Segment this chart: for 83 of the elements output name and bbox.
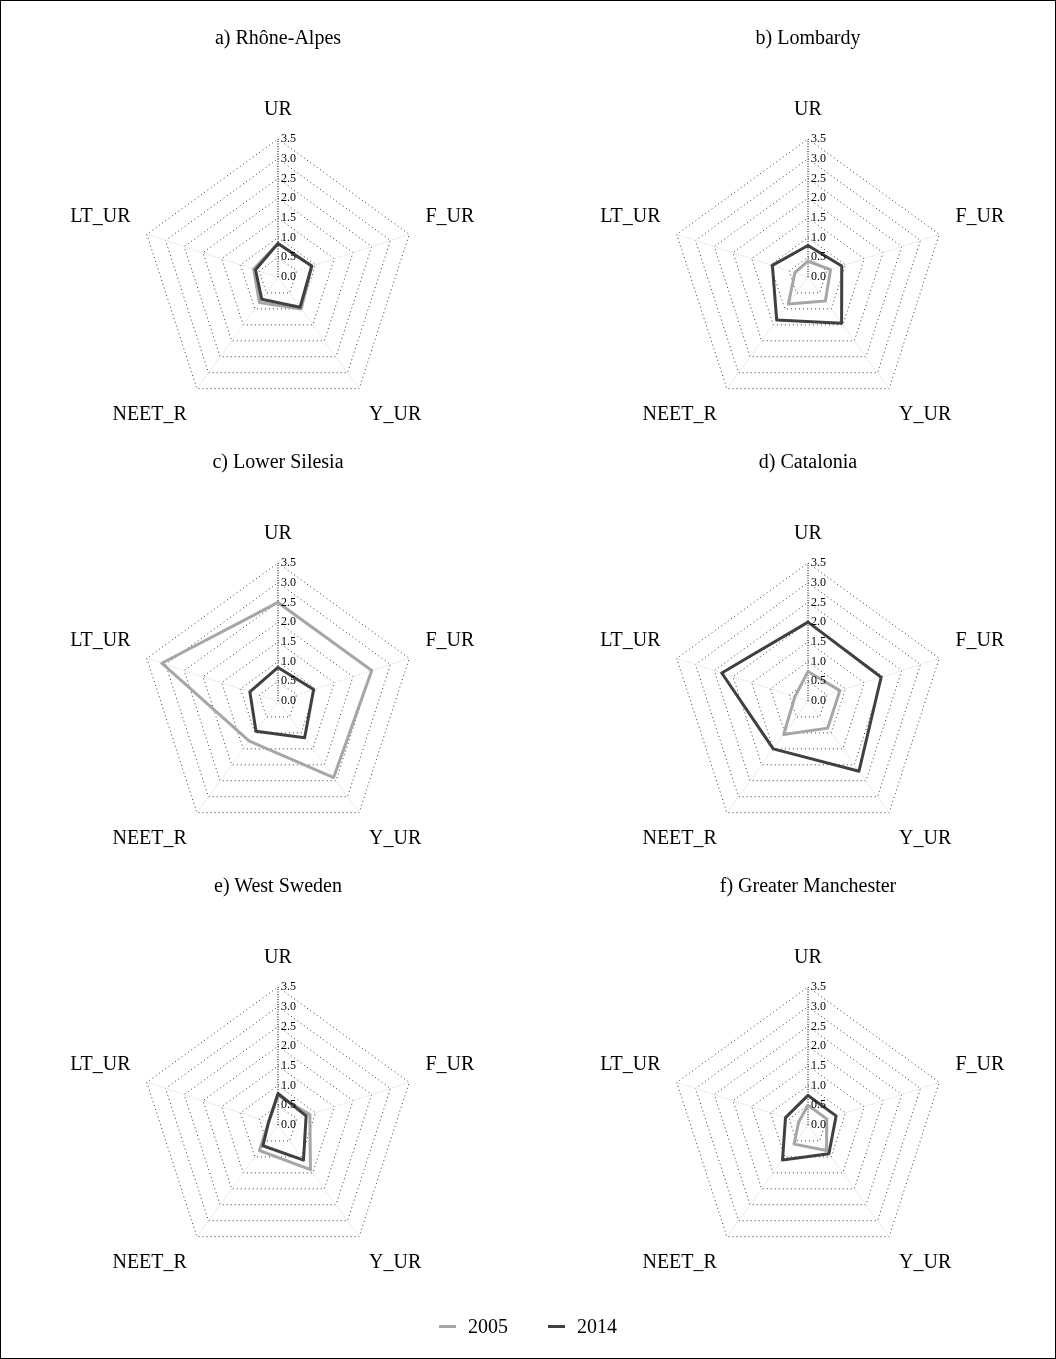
- spoke-label: F_UR: [955, 1052, 1005, 1075]
- y-tick-label: 3.0: [281, 998, 296, 1013]
- y-tick-label: 1.0: [281, 229, 296, 244]
- spoke-label: Y_UR: [899, 1249, 952, 1272]
- spoke-label: Y_UR: [369, 401, 422, 424]
- spoke-label: Y_UR: [899, 825, 952, 848]
- spoke-label: NEET_R: [642, 1249, 718, 1272]
- legend-label: 2005: [468, 1314, 508, 1338]
- spoke-label: Y_UR: [369, 1249, 422, 1272]
- spoke-label: F_UR: [425, 204, 475, 227]
- y-tick-label: 3.5: [811, 979, 826, 994]
- y-tick-label: 1.5: [281, 1058, 296, 1073]
- spoke-label: F_UR: [425, 628, 475, 651]
- y-tick-label: 2.0: [281, 1038, 296, 1053]
- y-tick-label: 3.5: [811, 131, 826, 146]
- y-tick-label: 1.0: [811, 1077, 826, 1092]
- y-tick-label: 1.0: [281, 653, 296, 668]
- spoke-label: LT_UR: [600, 1052, 662, 1075]
- y-tick-label: 0.0: [811, 1117, 826, 1132]
- y-tick-label: 1.0: [281, 1077, 296, 1092]
- y-tick-label: 3.5: [811, 555, 826, 570]
- y-tick-label: 0.0: [811, 269, 826, 284]
- y-tick-label: 2.5: [811, 170, 826, 185]
- y-tick-label: 0.0: [281, 693, 296, 708]
- y-tick-label: 3.5: [281, 555, 296, 570]
- spoke-label: F_UR: [955, 628, 1005, 651]
- y-tick-label: 3.0: [811, 574, 826, 589]
- y-tick-label: 2.0: [281, 190, 296, 205]
- spoke-label: NEET_R: [112, 825, 188, 848]
- spoke-label: LT_UR: [70, 628, 132, 651]
- spoke-label: NEET_R: [112, 401, 188, 424]
- y-tick-label: 2.0: [811, 1038, 826, 1053]
- y-tick-label: 2.5: [281, 594, 296, 609]
- chart-title: c) Lower Silesia: [212, 450, 344, 474]
- spoke-label: UR: [264, 945, 293, 968]
- spoke-label: UR: [794, 521, 823, 544]
- y-tick-label: 2.5: [811, 594, 826, 609]
- spoke-label: NEET_R: [642, 401, 718, 424]
- y-tick-label: 0.5: [811, 673, 826, 688]
- spoke-label: NEET_R: [112, 1249, 188, 1272]
- y-tick-label: 2.5: [281, 170, 296, 185]
- y-tick-label: 3.0: [811, 150, 826, 165]
- y-tick-label: 1.5: [811, 1058, 826, 1073]
- y-tick-label: 1.5: [281, 210, 296, 225]
- spoke-label: F_UR: [425, 1052, 475, 1075]
- y-tick-label: 2.0: [281, 614, 296, 629]
- spoke-label: NEET_R: [642, 825, 718, 848]
- chart-title: a) Rhône-Alpes: [214, 26, 342, 50]
- spoke-label: LT_UR: [70, 1052, 132, 1075]
- y-tick-label: 3.0: [811, 998, 826, 1013]
- y-tick-label: 2.0: [811, 190, 826, 205]
- y-tick-label: 0.0: [281, 1117, 296, 1132]
- y-tick-label: 0.5: [281, 249, 296, 264]
- y-tick-label: 1.0: [811, 229, 826, 244]
- spoke-label: UR: [794, 945, 823, 968]
- chart-title: d) Catalonia: [758, 450, 858, 474]
- y-tick-label: 0.5: [281, 673, 296, 688]
- chart-title: f) Greater Manchester: [719, 874, 897, 898]
- y-tick-label: 1.5: [811, 634, 826, 649]
- spoke-label: Y_UR: [369, 825, 422, 848]
- spoke-label: UR: [264, 521, 293, 544]
- y-tick-label: 3.5: [281, 979, 296, 994]
- y-tick-label: 3.5: [281, 131, 296, 146]
- spoke-label: F_UR: [955, 204, 1005, 227]
- y-tick-label: 0.0: [281, 269, 296, 284]
- chart-title: b) Lombardy: [755, 26, 861, 50]
- y-tick-label: 3.0: [281, 150, 296, 165]
- spoke-label: UR: [794, 97, 823, 120]
- y-tick-label: 1.5: [281, 634, 296, 649]
- spoke-label: LT_UR: [600, 628, 662, 651]
- y-tick-label: 0.0: [811, 693, 826, 708]
- y-tick-label: 2.0: [811, 614, 826, 629]
- y-tick-label: 3.0: [281, 574, 296, 589]
- spoke-label: LT_UR: [600, 204, 662, 227]
- y-tick-label: 2.5: [281, 1018, 296, 1033]
- y-tick-label: 1.0: [811, 653, 826, 668]
- spoke-label: LT_UR: [70, 204, 132, 227]
- y-tick-label: 1.5: [811, 210, 826, 225]
- chart-title: e) West Sweden: [214, 874, 342, 898]
- y-tick-label: 2.5: [811, 1018, 826, 1033]
- spoke-label: Y_UR: [899, 401, 952, 424]
- legend-label: 2014: [577, 1314, 617, 1338]
- spoke-label: UR: [264, 97, 293, 120]
